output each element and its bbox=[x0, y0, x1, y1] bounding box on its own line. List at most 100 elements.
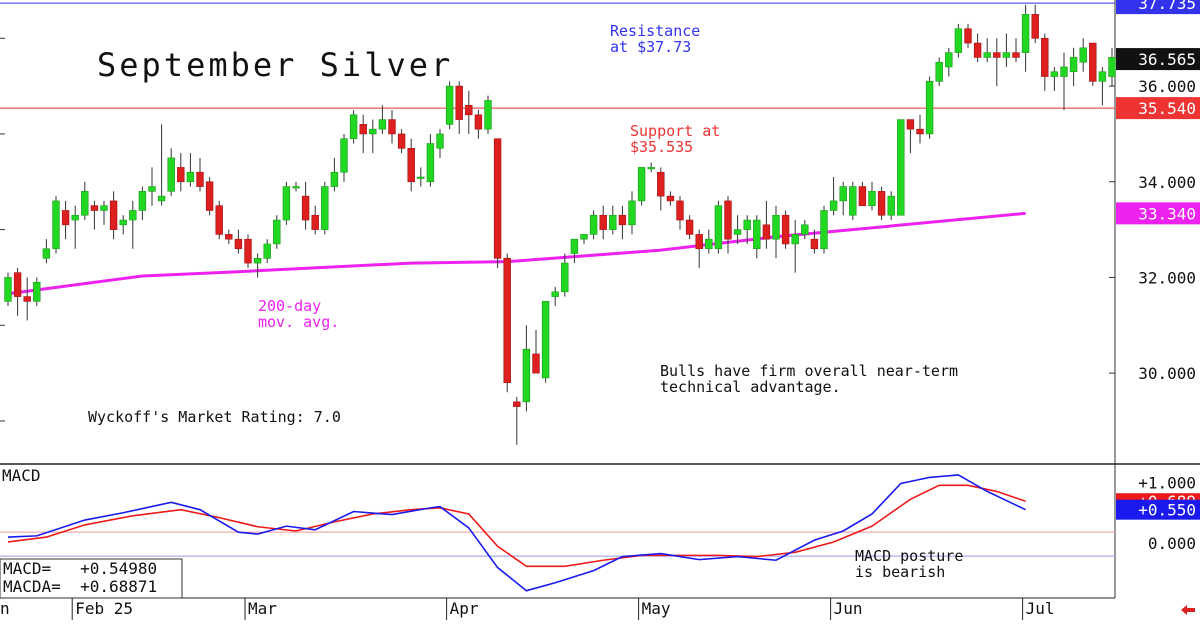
candle-body bbox=[839, 186, 847, 202]
candles-group bbox=[4, 4, 1116, 445]
candle-body bbox=[100, 205, 108, 211]
candle-body bbox=[330, 171, 339, 187]
candle-body bbox=[570, 238, 579, 254]
ma-annotation-line2: mov. avg. bbox=[258, 313, 339, 331]
macd-readout-box: MACD= +0.54980 MACDA= +0.68871 bbox=[0, 558, 183, 599]
candle-body bbox=[42, 248, 51, 259]
macd-ytick-label: +1.000 bbox=[1138, 473, 1196, 492]
support-price-box: 35.540 bbox=[1116, 97, 1200, 120]
candle-body bbox=[705, 238, 713, 250]
candle-body bbox=[503, 258, 511, 383]
candle-body bbox=[561, 262, 569, 293]
candle-body bbox=[657, 171, 665, 197]
ytick-label: 34.000 bbox=[1138, 173, 1196, 192]
candle-body bbox=[148, 186, 156, 192]
candle-body bbox=[225, 234, 233, 240]
candle-body bbox=[1060, 66, 1068, 77]
arrow-left-icon[interactable] bbox=[1181, 605, 1195, 615]
candle-body bbox=[1069, 57, 1078, 73]
x-label-fragment: n bbox=[0, 599, 10, 618]
candle-body bbox=[407, 147, 415, 183]
x-axis-label: Apr bbox=[450, 599, 479, 618]
candle-body bbox=[589, 214, 598, 235]
candle-body bbox=[321, 186, 329, 230]
candle-body bbox=[292, 186, 300, 189]
macd-ytick-label: 0.000 bbox=[1148, 534, 1196, 553]
candle-body bbox=[887, 195, 895, 216]
candle-body bbox=[263, 243, 271, 259]
bulls-annotation-line1: Bulls have firm overall near-term bbox=[660, 362, 958, 380]
resistance-annotation-line1: Resistance bbox=[610, 22, 700, 40]
candle-body bbox=[877, 191, 886, 216]
market-rating: Wyckoff's Market Rating: 7.0 bbox=[88, 408, 341, 426]
candle-body bbox=[205, 181, 214, 211]
candle-body bbox=[580, 234, 588, 240]
candle-body bbox=[906, 119, 915, 130]
macd-value-box: +0.550 bbox=[1116, 499, 1200, 520]
candle-body bbox=[868, 191, 876, 206]
candle-body bbox=[90, 205, 99, 211]
candle-body bbox=[282, 186, 291, 221]
candle-body bbox=[1079, 47, 1087, 63]
macd-readout: MACD= +0.54980 bbox=[3, 559, 157, 578]
candle-body bbox=[436, 133, 444, 149]
x-axis-label: Mar bbox=[248, 599, 277, 618]
candle-body bbox=[109, 200, 118, 230]
candle-body bbox=[637, 167, 646, 202]
candle-body bbox=[445, 85, 454, 125]
candle-body bbox=[33, 281, 41, 302]
ma-price-box: 33.340 bbox=[1116, 202, 1200, 225]
bulls-annotation-line2: technical advantage. bbox=[660, 378, 841, 396]
ytick-label: 32.000 bbox=[1138, 268, 1196, 287]
x-axis-labels: n Feb 25 Mar Apr May Jun Jul bbox=[0, 598, 1055, 620]
candle-body bbox=[81, 191, 89, 216]
candle-body bbox=[234, 238, 243, 250]
candle-body bbox=[1098, 71, 1107, 82]
candle-body bbox=[1050, 71, 1059, 77]
candle-body bbox=[138, 191, 147, 211]
macd-value-label: +0.550 bbox=[1138, 501, 1196, 520]
ma200-line bbox=[7, 211, 1026, 296]
candle-body bbox=[647, 167, 655, 170]
last-price-label: 36.565 bbox=[1138, 50, 1196, 69]
candle-body bbox=[973, 42, 982, 58]
candle-body bbox=[724, 200, 732, 240]
candle-body bbox=[762, 224, 771, 240]
candle-body bbox=[157, 195, 166, 202]
candle-body bbox=[1089, 42, 1097, 82]
candle-body bbox=[522, 348, 531, 403]
candle-body bbox=[426, 143, 435, 183]
candle-body bbox=[628, 200, 636, 226]
candle-body bbox=[253, 258, 262, 264]
candle-body bbox=[676, 200, 684, 221]
candle-body bbox=[695, 234, 703, 250]
price-ytick-marks bbox=[0, 37, 1115, 422]
candle-body bbox=[781, 214, 790, 245]
candle-body bbox=[465, 104, 473, 116]
candle-body bbox=[935, 61, 943, 82]
candle-body bbox=[13, 272, 22, 297]
candle-body bbox=[801, 224, 809, 235]
price-ytick-labels: 30.000 32.000 34.000 36.000 bbox=[1138, 77, 1196, 383]
candle-body bbox=[215, 205, 223, 235]
candle-body bbox=[541, 301, 550, 379]
candle-body bbox=[397, 133, 406, 149]
x-axis-label: Jun bbox=[834, 599, 863, 618]
candle-body bbox=[52, 200, 60, 250]
resistance-price-box: 37.735 bbox=[1116, 0, 1200, 15]
candle-body bbox=[983, 52, 991, 58]
candle-body bbox=[167, 157, 175, 192]
support-annotation-line1: Support at bbox=[630, 122, 720, 140]
macd-annotation-line2: is bearish bbox=[855, 563, 945, 581]
candle-body bbox=[666, 195, 675, 202]
macd-ytick-labels: +1.000 0.000 bbox=[1138, 473, 1196, 553]
candle-body bbox=[772, 214, 780, 240]
candle-body bbox=[273, 219, 281, 245]
candle-body bbox=[964, 28, 972, 44]
candle-body bbox=[359, 124, 367, 135]
ma-price-label: 33.340 bbox=[1138, 204, 1196, 223]
candle-body bbox=[61, 210, 70, 226]
x-axis-label: May bbox=[642, 599, 671, 618]
candle-body bbox=[369, 128, 377, 135]
